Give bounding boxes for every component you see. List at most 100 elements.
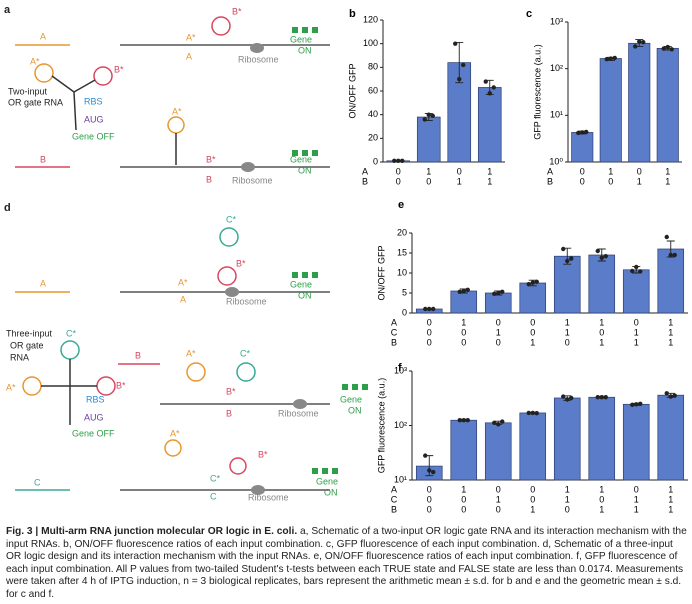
bar <box>450 419 478 481</box>
panel-label: b <box>349 8 356 20</box>
input-value: 0 <box>461 494 466 504</box>
diagram-label: Ribosome <box>278 408 319 418</box>
input-value: 1 <box>565 327 570 337</box>
y-tick-label: 100 <box>363 38 378 48</box>
diagram-label: C <box>210 491 217 501</box>
y-tick-label: 10⁰ <box>549 156 563 166</box>
input-value: 0 <box>608 176 613 186</box>
bar <box>484 292 512 314</box>
diagram-label: C* <box>210 473 220 483</box>
replicate-point <box>565 397 570 402</box>
input-value: 1 <box>599 337 604 347</box>
diagram-label: C* <box>240 348 250 358</box>
replicate-point <box>500 419 505 424</box>
diagram-label: B* <box>226 386 236 396</box>
diagram-label: C <box>34 477 41 487</box>
replicate-point <box>637 39 642 44</box>
input-value: 0 <box>457 166 462 176</box>
replicate-point <box>396 158 401 164</box>
diagram-label: a <box>4 4 11 16</box>
diagram-label: A* <box>170 428 180 438</box>
input-value: 0 <box>461 504 466 514</box>
replicate-point <box>457 418 462 423</box>
replicate-point <box>630 268 635 274</box>
loop <box>236 362 256 382</box>
panel-label: e <box>398 199 404 211</box>
replicate-point <box>422 117 427 122</box>
bar <box>519 282 547 314</box>
input-value: 1 <box>565 484 570 494</box>
diagram-label: Two-input <box>8 86 48 96</box>
input-value: 0 <box>530 327 535 337</box>
loop <box>217 266 237 286</box>
replicate-point <box>492 420 497 426</box>
input-value: 1 <box>599 504 604 514</box>
y-tick-label: 10³ <box>394 365 407 375</box>
input-value: 0 <box>427 504 432 514</box>
input-value: 1 <box>461 484 466 494</box>
replicate-point <box>461 288 466 294</box>
diagram-label: A* <box>186 348 196 358</box>
diagram-label: C* <box>66 328 76 338</box>
replicate-point <box>496 422 501 427</box>
y-axis-label: GFP fluorescence (a.u.) <box>532 44 542 139</box>
input-name: A <box>391 317 397 327</box>
replicate-point <box>584 129 589 135</box>
bar <box>553 255 581 314</box>
input-value: 1 <box>599 484 604 494</box>
diagram-label: B <box>40 154 46 164</box>
diagram-label: A* <box>172 106 182 116</box>
diagram-label: A* <box>6 382 16 392</box>
replicate-point <box>604 56 609 62</box>
input-value: 0 <box>461 327 466 337</box>
diagram-label: ON <box>298 290 312 300</box>
diagram-label: Gene <box>316 476 338 486</box>
diagram-label: B* <box>116 380 126 390</box>
diagram-label: Gene OFF <box>72 131 115 141</box>
loop <box>167 116 185 134</box>
y-tick-label: 20 <box>397 227 407 237</box>
loop <box>211 16 231 36</box>
input-name: A <box>391 484 397 494</box>
replicate-point <box>576 130 581 136</box>
replicate-point <box>603 254 608 259</box>
diagram-label: A <box>40 278 46 288</box>
y-tick-label: 5 <box>402 287 407 297</box>
input-value: 1 <box>565 317 570 327</box>
replicate-point <box>461 62 466 68</box>
input-value: 1 <box>665 166 670 176</box>
bar <box>656 47 679 163</box>
replicate-point <box>664 234 669 240</box>
replicate-point <box>634 264 639 270</box>
input-value: 1 <box>530 504 535 514</box>
replicate-point <box>427 306 432 312</box>
diagram-label: Ribosome <box>238 54 279 64</box>
loop <box>34 63 54 83</box>
bar <box>622 403 650 481</box>
diagram-label: B* <box>232 6 242 16</box>
caption-title: Fig. 3 | Multi-arm RNA junction molecula… <box>6 526 298 537</box>
input-name: A <box>547 166 553 176</box>
input-value: 0 <box>496 317 501 327</box>
replicate-point <box>672 252 677 258</box>
input-name: B <box>547 176 553 186</box>
y-tick-label: 120 <box>363 14 378 24</box>
diagram-label: OR gate RNA <box>8 97 63 107</box>
input-value: 0 <box>426 176 431 186</box>
replicate-point <box>665 44 670 50</box>
diagram-label: Gene <box>290 279 312 289</box>
bar <box>571 132 594 163</box>
bar <box>657 248 685 314</box>
replicate-point <box>430 113 435 119</box>
input-value: 0 <box>427 317 432 327</box>
diagram-label: d <box>4 202 11 214</box>
diagram-label: A* <box>186 32 196 42</box>
replicate-point <box>638 269 643 274</box>
input-value: 0 <box>427 337 432 347</box>
input-value: 0 <box>496 484 501 494</box>
replicate-point <box>599 255 604 260</box>
input-value: 0 <box>565 504 570 514</box>
replicate-point <box>634 402 639 407</box>
replicate-point <box>453 41 458 46</box>
